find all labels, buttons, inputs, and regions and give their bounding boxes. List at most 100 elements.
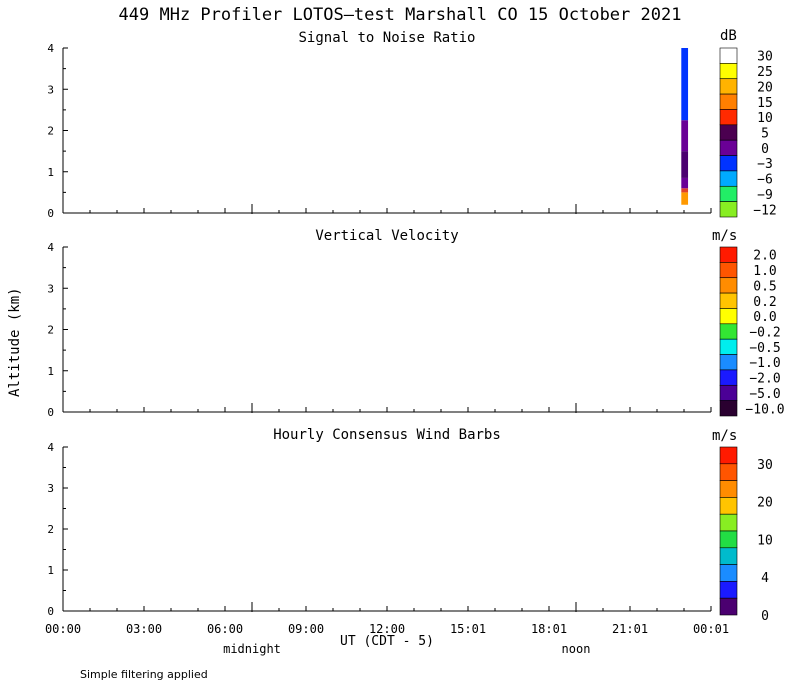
- x-tick-label-6: 18:01: [531, 622, 567, 636]
- y-tick-label-0-0: 0: [47, 207, 54, 220]
- y-tick-label-2-1: 1: [47, 564, 54, 577]
- colorbar-swatch-1-8: [719, 369, 738, 386]
- colorbar-swatch-2-3: [719, 497, 738, 515]
- colorbar-label-0-9: −9: [757, 188, 773, 203]
- colorbar-label-0-1: 25: [757, 65, 773, 80]
- x-tick-label-8: 00:01: [693, 622, 729, 636]
- colorbar-swatch-1-6: [719, 338, 738, 355]
- colorbar-swatch-2-6: [719, 547, 738, 565]
- colorbar-swatch-1-10: [719, 400, 738, 417]
- colorbar-label-2-2: 10: [757, 533, 773, 548]
- colorbar-swatch-0-3: [719, 93, 738, 110]
- colorbar-label-0-0: 30: [757, 50, 773, 65]
- colorbar-label-1-10: −10.0: [745, 402, 784, 417]
- y-tick-label-0-1: 1: [47, 166, 54, 179]
- colorbar-swatch-0-0: [719, 47, 738, 64]
- colorbar-label-2-4: 0: [761, 609, 769, 624]
- y-tick-label-2-3: 3: [47, 482, 54, 495]
- data-cell-0-0-0: [681, 192, 689, 205]
- colorbar-label-0-3: 15: [757, 96, 773, 111]
- colorbar-swatch-1-1: [719, 262, 738, 279]
- colorbar-swatch-2-9: [719, 597, 738, 616]
- colorbar-label-2-3: 4: [761, 571, 769, 586]
- x-tick-label-0: 00:00: [45, 622, 81, 636]
- colorbar-label-0-7: −3: [757, 157, 773, 172]
- colorbar-swatch-0-9: [719, 185, 738, 202]
- x-annotation-noon: noon: [562, 642, 591, 656]
- colorbar-label-1-3: 0.2: [753, 295, 776, 310]
- colorbar-label-0-5: 5: [761, 127, 769, 142]
- footnote: Simple filtering applied: [80, 668, 208, 681]
- colorbar-swatch-2-5: [719, 530, 738, 549]
- colorbar-label-1-1: 1.0: [753, 264, 776, 279]
- data-cell-0-0-4: [681, 120, 689, 152]
- data-cell-0-0-5: [681, 48, 689, 121]
- colorbar-swatch-2-7: [719, 564, 738, 582]
- colorbar-swatch-0-1: [719, 63, 738, 80]
- y-tick-label-1-2: 2: [47, 324, 54, 337]
- y-tick-label-1-1: 1: [47, 365, 54, 378]
- x-tick-label-1: 03:00: [126, 622, 162, 636]
- colorbar-label-1-2: 0.5: [753, 279, 776, 294]
- x-axis-label: UT (CDT - 5): [340, 634, 434, 649]
- colorbar-swatch-1-9: [719, 384, 738, 401]
- colorbar-label-0-6: 0: [761, 142, 769, 157]
- y-tick-label-0-3: 3: [47, 83, 54, 96]
- y-tick-label-1-0: 0: [47, 406, 54, 419]
- y-tick-label-0-4: 4: [47, 42, 54, 55]
- colorbar-swatch-1-2: [719, 277, 738, 294]
- colorbar-swatch-0-4: [719, 109, 738, 126]
- colorbar-swatch-1-0: [719, 246, 738, 263]
- colorbar-swatch-1-7: [719, 354, 738, 371]
- x-tick-label-5: 15:01: [450, 622, 486, 636]
- x-annotation-midnight: midnight: [223, 642, 281, 656]
- colorbar-swatch-0-10: [719, 201, 738, 218]
- x-tick-label-4: 12:00: [369, 622, 405, 636]
- colorbar-label-0-2: 20: [757, 80, 773, 95]
- colorbar-label-1-0: 2.0: [753, 249, 776, 264]
- y-tick-label-0-2: 2: [47, 125, 54, 138]
- colorbar-label-1-6: −0.5: [749, 341, 780, 356]
- panel-title-wind-barbs: Hourly Consensus Wind Barbs: [273, 427, 501, 443]
- colorbar-swatch-2-8: [719, 581, 738, 599]
- colorbar-swatch-2-2: [719, 480, 738, 498]
- colorbar-label-2-1: 20: [757, 496, 773, 511]
- x-tick-label-2: 06:00: [207, 622, 243, 636]
- colorbar-swatch-1-3: [719, 292, 738, 309]
- colorbar-label-1-4: 0.0: [753, 310, 776, 325]
- colorbar-swatch-1-5: [719, 323, 738, 340]
- colorbar-swatch-2-1: [719, 463, 738, 481]
- x-tick-label-3: 09:00: [288, 622, 324, 636]
- x-tick-label-7: 21:01: [612, 622, 648, 636]
- data-cell-0-0-2: [681, 177, 689, 189]
- y-tick-label-1-4: 4: [47, 241, 54, 254]
- y-tick-label-2-4: 4: [47, 441, 54, 454]
- colorbar-swatch-1-4: [719, 308, 738, 325]
- chart-title: 449 MHz Profiler LOTOS—test Marshall CO …: [118, 5, 682, 25]
- colorbar-unit-vertical-velocity: m/s: [712, 228, 738, 244]
- panel-title-snr: Signal to Noise Ratio: [298, 30, 476, 46]
- colorbar-swatch-2-4: [719, 513, 738, 532]
- colorbar-swatch-0-8: [719, 170, 738, 187]
- colorbar-swatch-2-0: [719, 446, 738, 465]
- colorbar-swatch-0-5: [719, 124, 738, 141]
- colorbar-label-1-7: −1.0: [749, 356, 780, 371]
- colorbar-label-2-0: 30: [757, 458, 773, 473]
- colorbar-unit-snr: dB: [720, 28, 737, 44]
- panel-title-vertical-velocity: Vertical Velocity: [315, 228, 459, 244]
- y-tick-label-2-0: 0: [47, 605, 54, 618]
- colorbar-label-1-9: −5.0: [749, 387, 780, 402]
- colorbar-label-1-8: −2.0: [749, 372, 780, 387]
- colorbar-label-1-5: −0.2: [749, 326, 780, 341]
- colorbar-label-0-8: −6: [757, 173, 773, 188]
- colorbar-label-0-4: 10: [757, 111, 773, 126]
- data-cell-0-0-3: [681, 151, 689, 178]
- colorbar-label-0-10: −12: [753, 203, 776, 218]
- data-cell-0-0-1: [681, 188, 689, 193]
- colorbar-unit-wind-barbs: m/s: [712, 428, 738, 444]
- y-tick-label-2-2: 2: [47, 523, 54, 536]
- colorbar-swatch-0-6: [719, 139, 738, 156]
- colorbar-swatch-0-7: [719, 155, 738, 172]
- colorbar-swatch-0-2: [719, 78, 738, 95]
